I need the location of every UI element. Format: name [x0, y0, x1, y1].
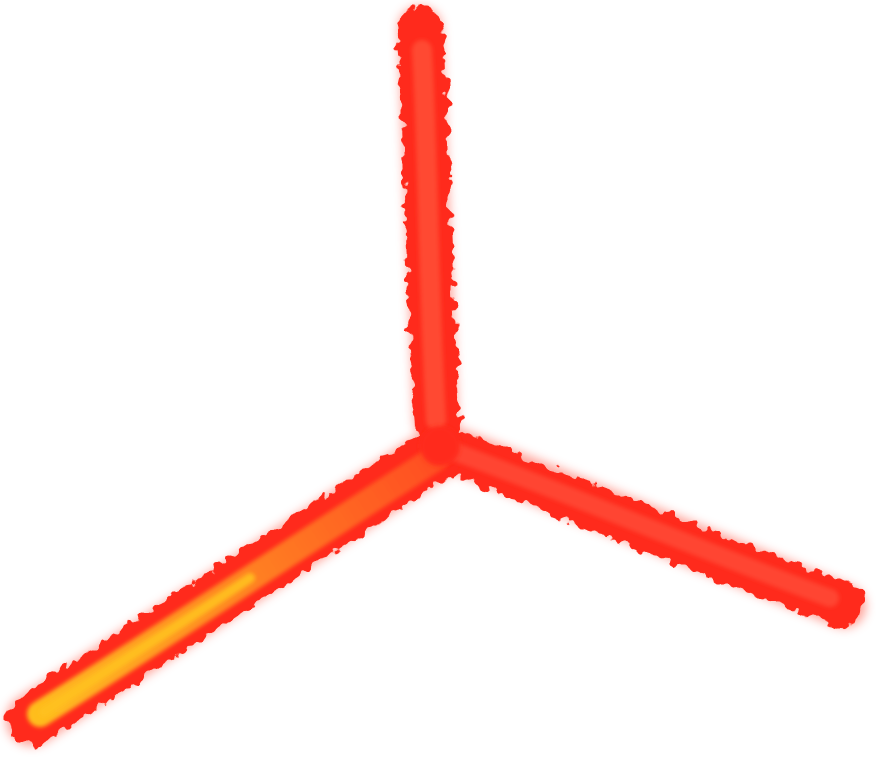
upper-arm-core	[412, 40, 446, 430]
lower-arm-highlight-group	[39, 573, 255, 717]
junction-node	[420, 426, 460, 466]
lower-arm-highlight	[39, 573, 255, 717]
right-arm-core	[441, 441, 839, 607]
